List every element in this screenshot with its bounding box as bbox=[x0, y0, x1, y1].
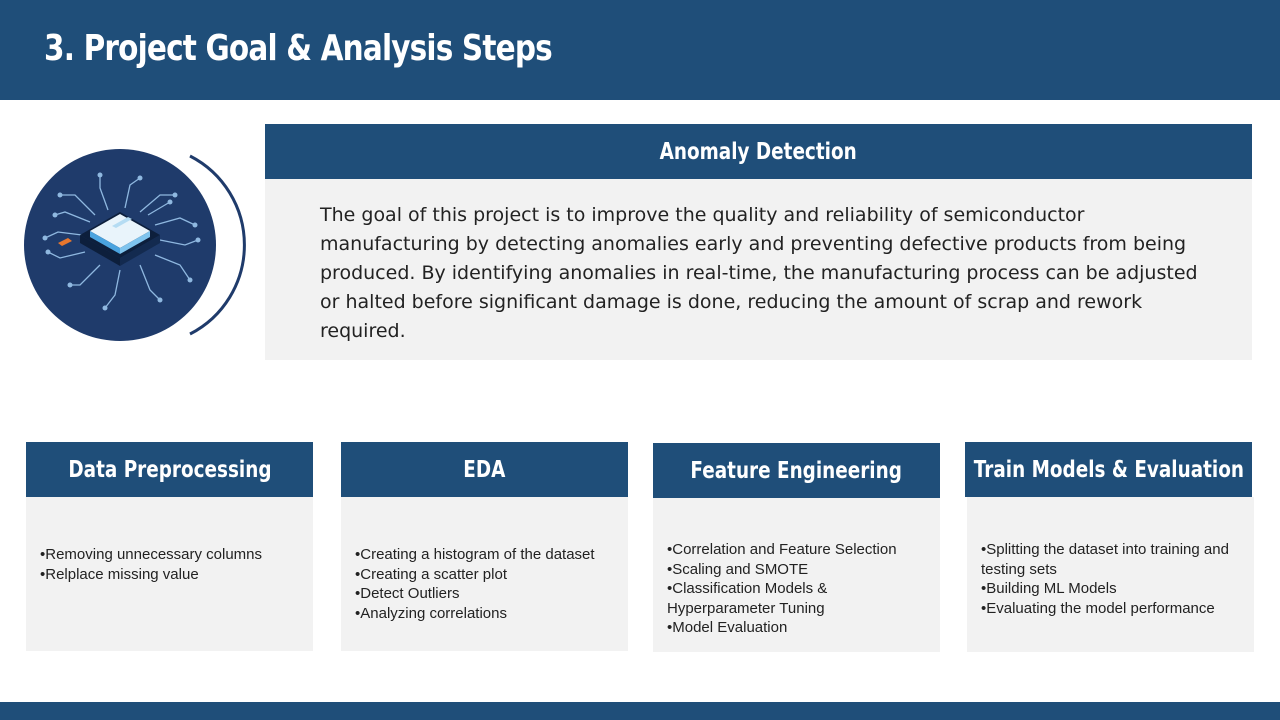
step-list-item: •Analyzing correlations bbox=[355, 604, 507, 622]
step-card-eda: •Creating a histogram of the dataset •Cr… bbox=[341, 497, 628, 651]
slide-title: 3. Project Goal & Analysis Steps bbox=[44, 28, 553, 69]
step-list-item: •Classification Models & Hyperparameter … bbox=[667, 580, 828, 617]
step-list-item: •Detect Outliers bbox=[355, 585, 460, 602]
step-card-header-feature-engineering: Feature Engineering bbox=[653, 443, 940, 510]
title-bar: 3. Project Goal & Analysis Steps bbox=[0, 0, 1280, 100]
step-list-item: •Creating a histogram of the dataset bbox=[355, 546, 595, 563]
step-card-header-train-models: Train Models & Evaluation bbox=[965, 442, 1252, 509]
step-card-header-data-preprocessing: Data Preprocessing bbox=[26, 442, 313, 509]
goal-header: Anomaly Detection bbox=[265, 124, 1252, 191]
step-list-item: •Creating a scatter plot bbox=[355, 565, 507, 583]
step-list-item: •Correlation and Feature Selection bbox=[667, 541, 897, 558]
step-card-header-eda: EDA bbox=[341, 442, 628, 509]
step-card-feature-engineering: •Correlation and Feature Selection •Scal… bbox=[653, 498, 940, 652]
step-list-item: •Model Evaluation bbox=[667, 619, 788, 636]
step-list: •Splitting the dataset into training and… bbox=[981, 540, 1240, 618]
step-list: •Creating a histogram of the dataset •Cr… bbox=[355, 545, 614, 623]
step-list-item: •Evaluating the model performance bbox=[981, 599, 1215, 617]
goal-panel: The goal of this project is to improve t… bbox=[265, 179, 1252, 360]
step-list-item: •Splitting the dataset into training and… bbox=[981, 541, 1229, 578]
step-list: •Removing unnecessary columns •Relplace … bbox=[40, 545, 299, 584]
step-list-item: •Removing unnecessary columns bbox=[40, 546, 263, 563]
step-heading: Data Preprocessing bbox=[67, 456, 272, 483]
goal-text: The goal of this project is to improve t… bbox=[320, 204, 1198, 342]
step-heading: Feature Engineering bbox=[690, 457, 903, 484]
step-list-item: •Relplace missing value bbox=[40, 565, 199, 583]
step-heading: Train Models & Evaluation bbox=[973, 456, 1244, 483]
step-list: •Correlation and Feature Selection •Scal… bbox=[667, 540, 926, 638]
semiconductor-chip-icon bbox=[24, 149, 246, 341]
step-heading: EDA bbox=[463, 456, 506, 483]
step-list-item: •Building ML Models bbox=[981, 580, 1117, 597]
goal-heading: Anomaly Detection bbox=[659, 138, 858, 165]
step-card-data-preprocessing: •Removing unnecessary columns •Relplace … bbox=[26, 497, 313, 651]
footer-bar bbox=[0, 702, 1280, 720]
step-list-item: •Scaling and SMOTE bbox=[667, 560, 809, 578]
step-card-train-models: •Splitting the dataset into training and… bbox=[967, 497, 1254, 652]
